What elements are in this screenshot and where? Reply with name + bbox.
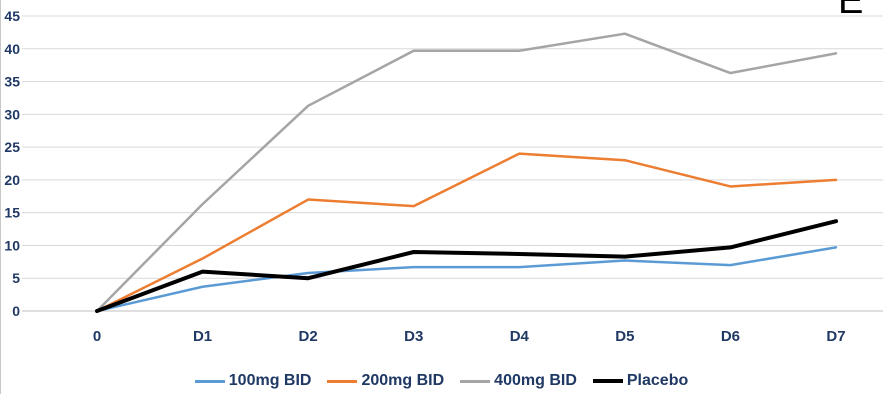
legend-swatch: [327, 379, 358, 383]
legend-swatch: [592, 379, 623, 383]
x-tick-label: D6: [721, 328, 740, 345]
panel-letter: E: [838, 0, 864, 22]
y-tick-label: 40: [4, 41, 20, 57]
chart-legend: 100mg BID 200mg BID 400mg BID Placebo: [0, 372, 883, 390]
series-line-200mg-bid: [95, 152, 838, 313]
y-tick-label: 25: [4, 139, 20, 155]
x-tick-label: D2: [299, 328, 318, 345]
legend-label: 400mg BID: [494, 372, 577, 389]
legend-item: 100mg BID: [194, 372, 312, 390]
series-line-100mg-bid: [95, 246, 838, 313]
y-tick-label: 30: [4, 106, 20, 122]
chart-border: [0, 0, 1, 394]
legend-item: 400mg BID: [460, 372, 577, 390]
legend-swatch: [194, 379, 225, 383]
legend-label: 200mg BID: [361, 372, 445, 389]
y-tick-label: 35: [4, 74, 20, 90]
x-tick-label: D7: [826, 328, 845, 345]
x-tick-label: D1: [193, 328, 212, 345]
y-tick-label: 15: [4, 205, 20, 221]
legend-label: 100mg BID: [228, 372, 312, 389]
y-tick-label: 20: [4, 172, 20, 188]
x-tick-label: 0: [93, 328, 101, 345]
series-line-400mg-bid: [95, 32, 838, 313]
series-line-placebo: [95, 219, 838, 313]
x-tick-label: D3: [404, 328, 423, 345]
legend-swatch: [460, 379, 491, 383]
x-tick-label: D5: [615, 328, 634, 345]
y-tick-label: 5: [12, 270, 20, 286]
legend-item: 200mg BID: [327, 372, 444, 390]
x-tick-label: D4: [510, 328, 530, 345]
legend-label: Placebo: [626, 372, 689, 389]
legend-item: Placebo: [592, 372, 689, 390]
y-tick-label: 0: [12, 303, 20, 319]
y-tick-label: 10: [4, 237, 20, 253]
y-tick-label: 45: [4, 8, 20, 24]
